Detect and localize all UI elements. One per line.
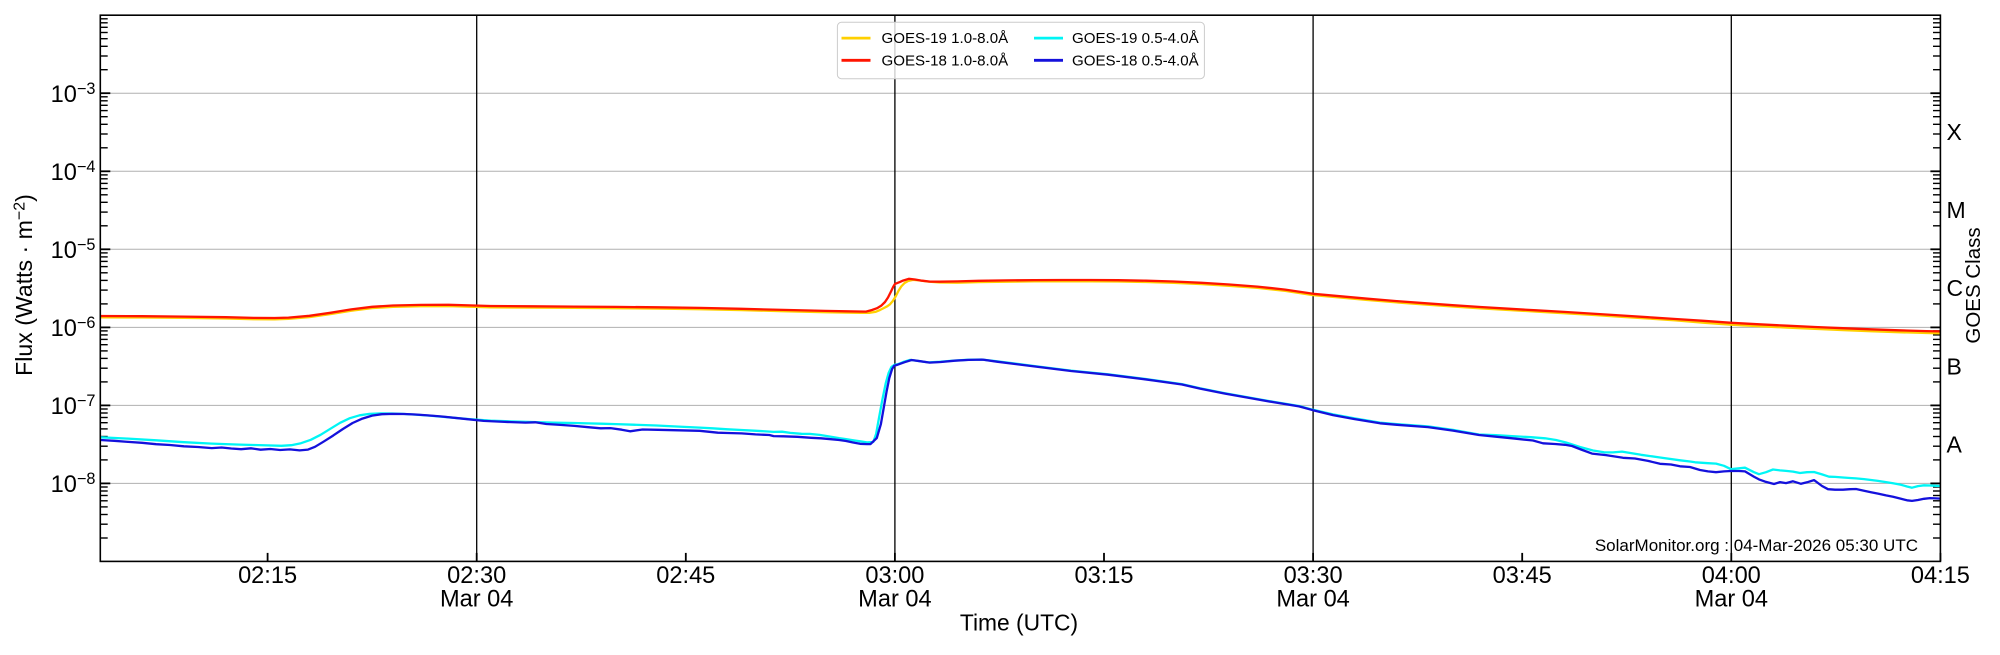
svg-text:Mar 04: Mar 04 (1695, 587, 1768, 613)
svg-text:10−5: 10−5 (51, 236, 96, 264)
svg-text:X: X (1947, 119, 1962, 145)
svg-text:A: A (1947, 431, 1963, 457)
svg-text:Time (UTC): Time (UTC) (960, 610, 1078, 636)
svg-text:02:30: 02:30 (447, 563, 506, 589)
svg-text:04:00: 04:00 (1702, 563, 1761, 589)
svg-text:02:45: 02:45 (656, 563, 715, 589)
svg-text:03:00: 03:00 (865, 563, 924, 589)
svg-text:GOES-18 0.5-4.0Å: GOES-18 0.5-4.0Å (1072, 52, 1200, 69)
svg-text:Mar 04: Mar 04 (1276, 587, 1349, 613)
svg-text:M: M (1947, 197, 1966, 223)
svg-text:03:30: 03:30 (1284, 563, 1343, 589)
svg-text:GOES-18 1.0-8.0Å: GOES-18 1.0-8.0Å (882, 52, 1010, 69)
svg-text:SolarMonitor.org : 04-Mar-2026: SolarMonitor.org : 04-Mar-2026 05:30 UTC (1595, 536, 1918, 555)
svg-text:02:15: 02:15 (238, 563, 297, 589)
svg-text:GOES Class: GOES Class (1962, 227, 1985, 343)
svg-text:03:45: 03:45 (1493, 563, 1552, 589)
svg-text:10−3: 10−3 (51, 80, 96, 108)
svg-text:B: B (1947, 353, 1962, 379)
svg-text:GOES-19 1.0-8.0Å: GOES-19 1.0-8.0Å (882, 30, 1010, 47)
svg-text:10−8: 10−8 (51, 470, 96, 498)
svg-text:10−4: 10−4 (51, 158, 96, 186)
svg-text:10−7: 10−7 (51, 392, 96, 420)
svg-text:03:15: 03:15 (1074, 563, 1133, 589)
svg-text:Mar 04: Mar 04 (440, 587, 513, 613)
svg-text:GOES-19 0.5-4.0Å: GOES-19 0.5-4.0Å (1072, 30, 1200, 47)
svg-text:Mar 04: Mar 04 (858, 587, 931, 613)
svg-text:10−6: 10−6 (51, 314, 96, 342)
svg-text:04:15: 04:15 (1911, 563, 1970, 589)
svg-text:Flux (Watts · m−2): Flux (Watts · m−2) (11, 194, 37, 376)
svg-text:C: C (1947, 275, 1964, 301)
